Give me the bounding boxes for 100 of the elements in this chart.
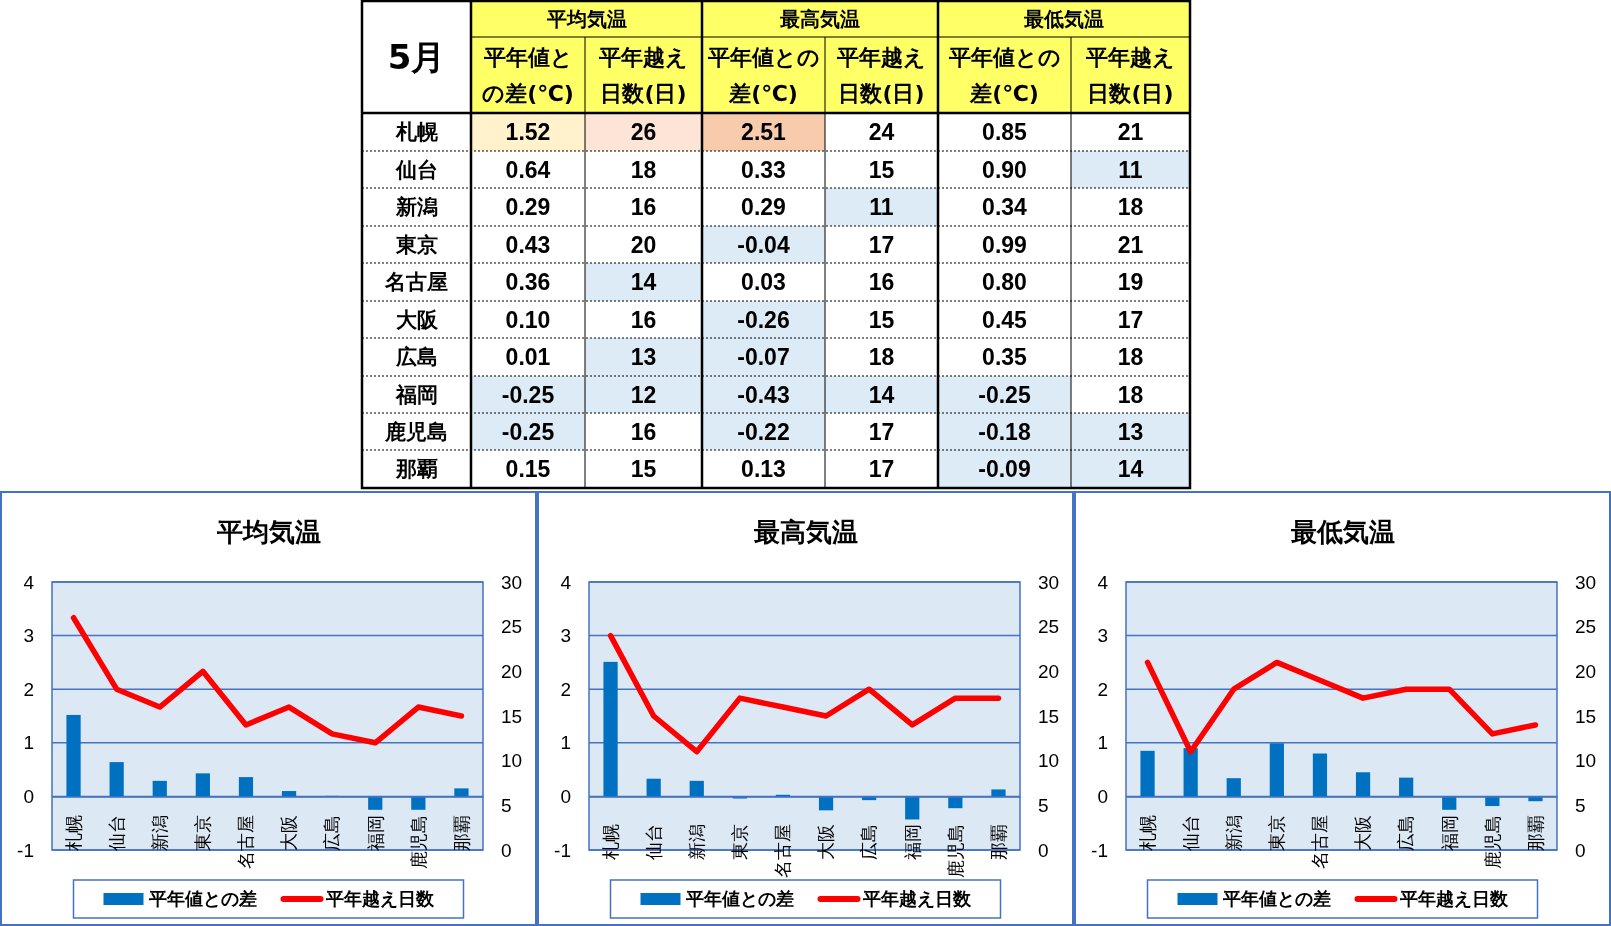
data-label: 15 xyxy=(868,306,895,333)
data-label: 11 xyxy=(1118,156,1143,183)
data-label: 16 xyxy=(630,418,657,445)
y-tick-label: 4 xyxy=(23,571,35,593)
data-label: 0.01 xyxy=(505,344,551,370)
y-tick-label: 4 xyxy=(1097,571,1109,593)
data-label: 0.85 xyxy=(982,119,1028,145)
data-label: 14 xyxy=(630,269,657,295)
data-label: 0.03 xyxy=(741,269,786,295)
data-label: 17 xyxy=(1117,306,1144,333)
y2-tick-label: 20 xyxy=(1038,660,1060,682)
y-tick-label: 仙台 xyxy=(394,157,438,182)
y2-tick-label: 5 xyxy=(1038,794,1049,816)
y2-tick-label: 25 xyxy=(501,616,523,638)
y2-tick-label: 0 xyxy=(501,839,512,861)
data-label: 0.29 xyxy=(741,194,786,220)
y2-tick-label: 0 xyxy=(1038,839,1049,861)
x-tick-label: 新潟 xyxy=(686,824,708,861)
data-label: 0.64 xyxy=(505,156,551,183)
data-label: 0.45 xyxy=(982,306,1028,333)
y-tick-label: 0 xyxy=(560,785,571,807)
x-tick-label: 大阪 xyxy=(278,814,300,851)
y2-tick-label: 30 xyxy=(501,571,523,593)
data-label: 26 xyxy=(630,119,657,145)
data-label: 0.29 xyxy=(505,194,551,220)
y2-tick-label: 10 xyxy=(1575,750,1597,772)
y2-tick-label: 5 xyxy=(1575,794,1586,816)
y-tick-label: 4 xyxy=(560,571,572,593)
data-label: 0.10 xyxy=(505,306,551,333)
y-tick-label: 0 xyxy=(23,785,34,807)
data-label: -0.25 xyxy=(501,381,555,408)
x-tick-label: 広島 xyxy=(1395,814,1417,851)
x-tick-label: 那覇 xyxy=(450,814,472,851)
chart-title: 5月 xyxy=(387,37,446,77)
data-label: 0.90 xyxy=(982,156,1027,183)
data-label: 13 xyxy=(1117,418,1144,445)
data-label: 18 xyxy=(1117,381,1144,408)
chart-title: 平均気温 xyxy=(215,517,321,547)
data-label: -0.43 xyxy=(737,381,790,408)
data-label: 0.33 xyxy=(741,156,786,183)
x-tick-label: 仙台 xyxy=(642,824,664,861)
x-tick-label: 平年越え日数(日) xyxy=(836,44,926,106)
legend-label: 平年越え日数 xyxy=(1398,888,1509,910)
x-tick-label: 平年値との差(℃) xyxy=(482,44,574,106)
x-tick-label: 広島 xyxy=(858,824,880,861)
legend-label: 平年越え日数 xyxy=(324,888,435,910)
data-label: -0.09 xyxy=(978,456,1031,482)
data-label: 13 xyxy=(630,344,657,370)
data-label: 21 xyxy=(1117,119,1144,145)
data-label: -0.25 xyxy=(501,418,555,445)
y2-tick-label: 5 xyxy=(501,794,512,816)
x-tick-label: 東京 xyxy=(729,824,751,861)
data-label: 0.35 xyxy=(982,344,1028,370)
x-tick-label: 東京 xyxy=(1266,814,1288,851)
legend-label: 平年値との差 xyxy=(1221,888,1331,910)
data-label: -0.07 xyxy=(737,344,790,370)
text: 最高気温 xyxy=(779,7,860,31)
y-tick-label: 2 xyxy=(560,678,571,700)
y2-tick-label: 30 xyxy=(1575,571,1597,593)
data-label: 0.80 xyxy=(982,269,1027,295)
x-tick-label: 広島 xyxy=(321,814,343,851)
y2-tick-label: 25 xyxy=(1575,616,1597,638)
x-tick-label: 平年値との差(℃) xyxy=(706,44,820,106)
y2-tick-label: 15 xyxy=(1575,705,1597,727)
x-tick-label: 札幌 xyxy=(599,824,621,861)
y-tick-label: 東京 xyxy=(394,232,438,257)
y2-tick-label: 30 xyxy=(1038,571,1060,593)
x-tick-label: 平年越え日数(日) xyxy=(598,44,688,106)
y2-tick-label: 10 xyxy=(501,750,523,772)
y2-tick-label: 20 xyxy=(1575,660,1597,682)
data-label: 18 xyxy=(630,156,657,183)
data-label: 0.43 xyxy=(505,231,551,258)
data-label: 11 xyxy=(869,194,894,220)
y2-tick-label: 20 xyxy=(501,660,523,682)
data-label: 0.99 xyxy=(982,231,1027,258)
y-tick-label: 広島 xyxy=(394,345,438,369)
y2-tick-label: 25 xyxy=(1038,616,1060,638)
y-tick-label: 2 xyxy=(23,678,34,700)
legend-label: 平年値との差 xyxy=(684,888,794,910)
y-tick-label: 1 xyxy=(1097,732,1108,754)
x-tick-label: 那覇 xyxy=(1524,814,1546,851)
x-tick-label: 名古屋 xyxy=(772,824,794,879)
y-tick-label: 3 xyxy=(1097,625,1108,647)
data-label: 16 xyxy=(868,269,895,295)
data-label: 20 xyxy=(630,231,657,258)
y2-tick-label: 0 xyxy=(1575,839,1586,861)
y-tick-label: 札幌 xyxy=(394,120,438,144)
data-label: -0.26 xyxy=(737,306,790,333)
data-label: 0.15 xyxy=(505,456,551,482)
y2-tick-label: 10 xyxy=(1038,750,1060,772)
y2-tick-label: 15 xyxy=(1038,705,1060,727)
data-label: 15 xyxy=(868,156,895,183)
y-tick-label: 福岡 xyxy=(394,382,438,407)
data-label: 16 xyxy=(630,194,657,220)
x-tick-label: 札幌 xyxy=(62,814,84,851)
x-tick-label: 平年値との差(℃) xyxy=(947,44,1061,106)
data-label: 12 xyxy=(630,381,657,408)
x-tick-label: 仙台 xyxy=(105,814,127,851)
x-tick-label: 名古屋 xyxy=(1309,814,1331,869)
y-tick-label: 1 xyxy=(560,732,571,754)
